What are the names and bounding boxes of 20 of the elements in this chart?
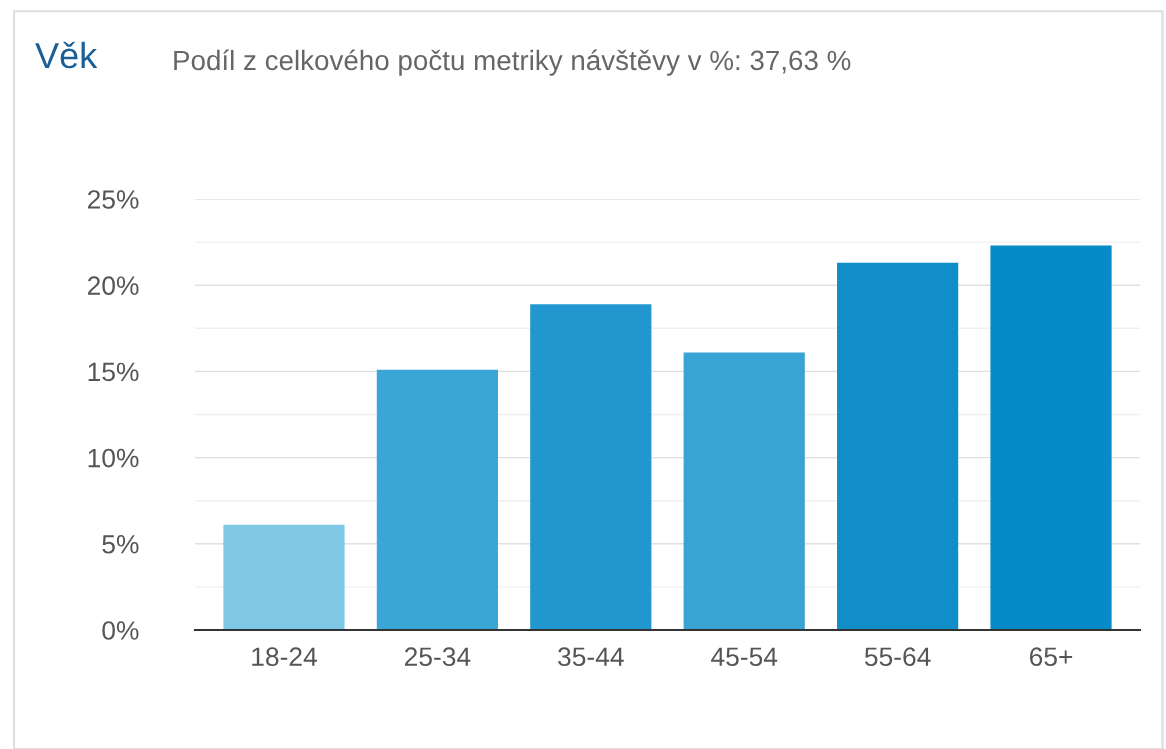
- x-tick-label: 35-44: [558, 647, 624, 667]
- bar: [837, 262, 959, 630]
- x-tick-label: 55-64: [864, 647, 931, 667]
- x-tick-label: 45-54: [711, 647, 778, 667]
- y-tick-label: 20%: [87, 276, 139, 296]
- y-tick-label: 10%: [88, 448, 139, 468]
- y-tick-label: 15%: [88, 362, 139, 382]
- chart-subtitle: Podíl z celkového počtu metriky návštěvy v %: 37,63 %: [174, 49, 851, 76]
- x-tick-label: 65+: [1029, 647, 1073, 667]
- x-tick-label: 18-24: [252, 647, 317, 667]
- bar: [223, 524, 345, 630]
- bar: [376, 369, 498, 630]
- chart-title: Věk: [35, 41, 98, 69]
- bar: [530, 304, 652, 630]
- x-tick-label: 25-34: [404, 647, 471, 667]
- y-tick-label: 0%: [102, 621, 139, 640]
- bar: [683, 352, 805, 630]
- bar: [990, 245, 1112, 630]
- y-tick-label: 5%: [102, 535, 139, 554]
- y-tick-label: 25%: [87, 190, 139, 209]
